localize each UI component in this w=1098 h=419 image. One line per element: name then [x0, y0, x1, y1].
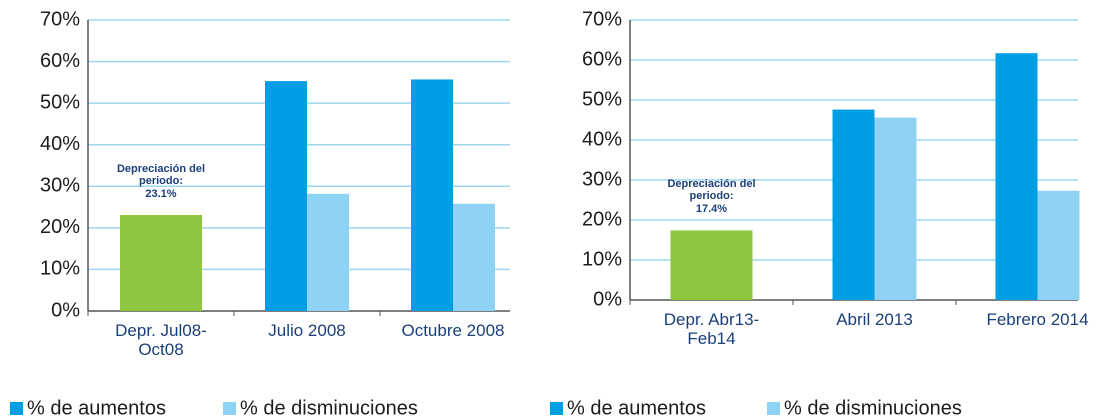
y-tick-label: 30%: [582, 168, 622, 190]
x-tick-label-box: Depr. Abr13-Feb14: [663, 310, 760, 348]
x-tick-label-box: Abril 2013: [836, 310, 913, 329]
y-tick-label: 20%: [582, 208, 622, 230]
x-tick-label: Depr. Abr13-Feb14: [663, 310, 760, 348]
x-tick-label-box: Octubre 2008: [401, 321, 505, 340]
legend-swatch: [10, 402, 23, 415]
y-tick-label: 60%: [40, 50, 80, 72]
bar: [453, 203, 495, 311]
bar: [265, 81, 307, 311]
legend-swatch: [767, 402, 780, 415]
legend-swatch: [550, 402, 563, 415]
bar: [832, 109, 875, 300]
annotation-value-box: 23.1%: [145, 187, 177, 200]
annotation-label: Depreciación del periodo:: [667, 178, 756, 203]
y-tick-label: 60%: [582, 48, 622, 70]
annotation-value-box: 17.4%: [695, 203, 728, 216]
y-tick-label: 50%: [582, 88, 622, 110]
y-tick-label: 70%: [40, 8, 80, 30]
x-tick-label: Octubre 2008: [401, 321, 505, 340]
y-tick-label: 0%: [51, 299, 80, 321]
y-tick-label: 40%: [582, 128, 622, 150]
annotation-label-box: Depreciación del periodo:: [116, 162, 206, 187]
x-tick-label: Depr. Jul08-Oct08: [115, 321, 207, 359]
depreciation-bar: [670, 230, 753, 300]
legend-swatch: [223, 402, 236, 415]
bar: [411, 79, 453, 311]
y-tick-label: 10%: [582, 248, 622, 270]
x-tick-label: Julio 2008: [268, 321, 346, 340]
y-tick-label: 50%: [40, 91, 80, 113]
x-tick-label: Abril 2013: [836, 310, 913, 329]
y-tick-label: 20%: [40, 216, 80, 238]
x-tick-label-box: Febrero 2014: [986, 310, 1089, 329]
legend-label: % de disminuciones: [240, 397, 418, 419]
y-tick-label: 30%: [40, 175, 80, 197]
bar: [874, 117, 917, 300]
legend-label: % de disminuciones: [784, 397, 962, 419]
depreciation-bar: [120, 214, 202, 311]
annotation-label-box: Depreciación del periodo:: [667, 178, 756, 203]
annotation-value: 23.1%: [145, 187, 177, 200]
y-tick-label: 70%: [582, 8, 622, 30]
y-tick-label: 40%: [40, 133, 80, 155]
x-tick-label-box: Depr. Jul08-Oct08: [115, 321, 207, 359]
annotation-value: 17.4%: [695, 203, 728, 216]
y-tick-label: 10%: [40, 258, 80, 280]
annotation-label: Depreciación del periodo:: [116, 162, 206, 187]
bar: [1037, 190, 1080, 300]
bar: [307, 193, 349, 311]
y-tick-label: 0%: [593, 288, 622, 310]
bar: [995, 53, 1038, 301]
legend-label: % de aumentos: [567, 397, 706, 419]
x-tick-label-box: Julio 2008: [268, 321, 346, 340]
x-tick-label: Febrero 2014: [986, 310, 1089, 329]
legend-label: % de aumentos: [27, 397, 166, 419]
